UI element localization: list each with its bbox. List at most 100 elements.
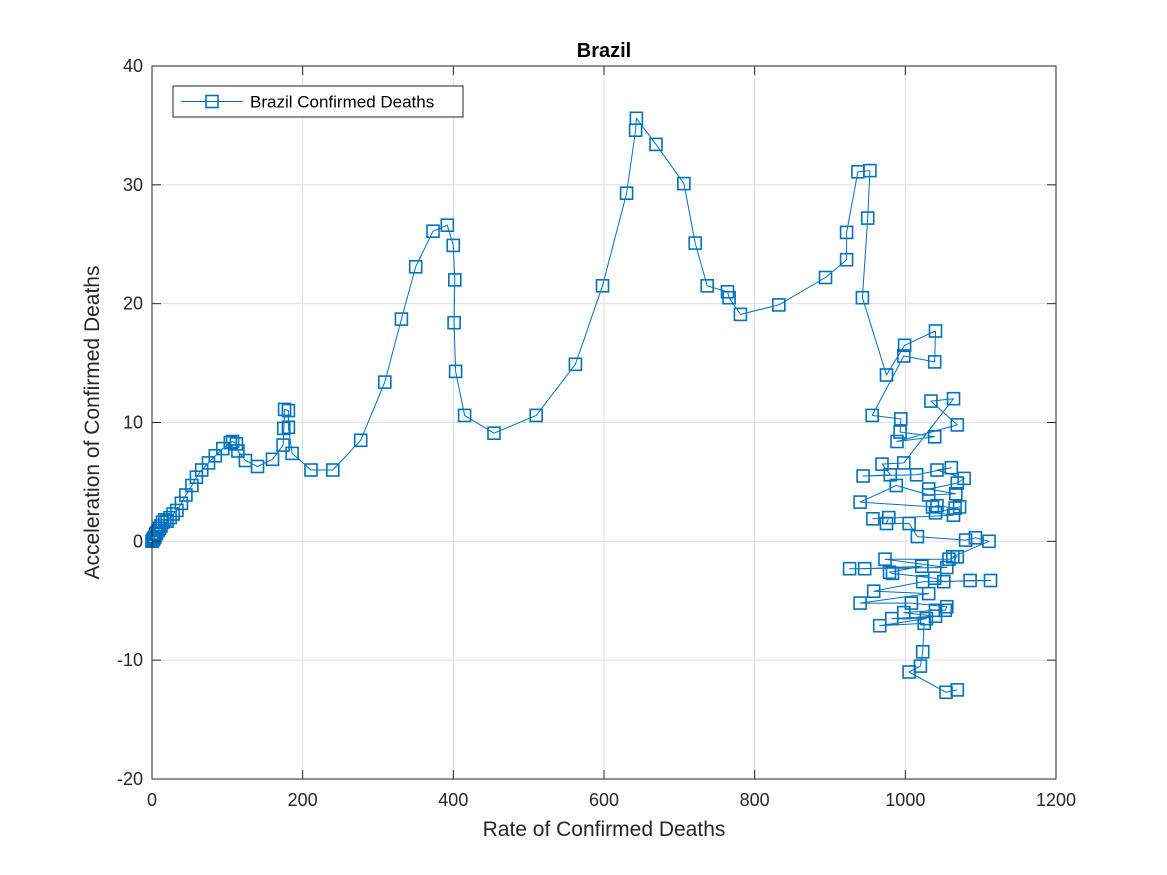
data-point (890, 434, 904, 449)
data-point (457, 408, 472, 423)
data-point (915, 644, 930, 659)
data-point (229, 437, 244, 451)
data-point (879, 368, 894, 382)
x-tick-label: 1000 (885, 790, 925, 810)
data-point (447, 315, 461, 330)
x-tick-label: 800 (740, 790, 770, 810)
data-point (950, 683, 965, 697)
chart-title: Brazil (577, 40, 631, 62)
x-tick-label: 0 (147, 790, 157, 810)
data-point (448, 364, 463, 379)
data-point (265, 452, 280, 467)
y-tick-label: -20 (117, 769, 143, 789)
data-point (446, 238, 461, 253)
data-point (568, 357, 583, 372)
data-point (649, 137, 663, 152)
x-tick-label: 400 (438, 790, 468, 810)
legend-entry-label: Brazil Confirmed Deaths (250, 93, 434, 112)
data-point (948, 501, 962, 515)
data-point (155, 515, 170, 530)
data-point (910, 529, 925, 544)
data-point (939, 560, 954, 575)
data-point (733, 307, 748, 322)
data-point (677, 176, 691, 191)
data-point (688, 236, 703, 250)
data-point (928, 324, 943, 338)
data-point (304, 463, 318, 477)
data-point (982, 534, 996, 549)
data-point (924, 394, 938, 408)
data-point (917, 616, 932, 631)
data-point (879, 516, 894, 531)
data-point (963, 573, 977, 588)
data-point (930, 498, 944, 513)
data-point (394, 312, 409, 326)
data-point (276, 421, 291, 436)
data-point (902, 516, 916, 531)
data-point (948, 486, 963, 501)
data-point (440, 218, 455, 232)
data-point (487, 426, 501, 441)
data-point (771, 298, 786, 312)
y-axis-label: Acceleration of Confirmed Deaths (81, 266, 104, 580)
data-point (857, 561, 872, 576)
legend-marker-square (205, 94, 219, 109)
y-tick-label: -10 (117, 650, 143, 670)
data-point (250, 459, 265, 474)
data-point (915, 559, 929, 574)
data-point (930, 463, 944, 477)
data-point (201, 456, 216, 470)
data-point (919, 611, 934, 626)
data-point (855, 290, 870, 305)
data-point (447, 273, 462, 287)
data-point (325, 463, 340, 477)
data-point (928, 505, 943, 520)
data-point (629, 111, 644, 126)
data-point (885, 566, 900, 581)
data-point (893, 412, 908, 426)
data-point (619, 186, 634, 200)
data-point (595, 278, 610, 293)
data-point (946, 391, 961, 406)
data-point (285, 446, 299, 461)
data-point (863, 163, 877, 178)
data-point (909, 467, 924, 482)
data-point (842, 561, 857, 576)
y-tick-label: 40 (123, 56, 143, 76)
data-point (174, 496, 189, 511)
data-point (353, 433, 368, 448)
data-point (884, 611, 899, 626)
data-point (860, 211, 875, 225)
data-point (408, 259, 423, 274)
data-point (928, 609, 943, 624)
data-point (853, 495, 867, 509)
data-point (968, 530, 983, 545)
y-tick-label: 20 (123, 294, 143, 314)
data-point (878, 552, 892, 567)
data-point (839, 225, 854, 240)
data-point (377, 375, 392, 389)
data-point (882, 565, 897, 580)
data-point (983, 573, 998, 588)
data-point (872, 618, 887, 633)
data-point (281, 420, 296, 435)
data-point (700, 278, 715, 293)
data-point (231, 444, 245, 458)
y-tick-label: 0 (133, 531, 143, 551)
data-point (904, 596, 919, 610)
series-layer (145, 111, 998, 700)
data-point (277, 402, 292, 417)
data-point (866, 511, 880, 526)
data-point (896, 349, 911, 363)
data-point (276, 438, 290, 452)
data-point (853, 596, 867, 610)
data-point (722, 290, 736, 305)
data-point (889, 478, 904, 493)
data-point (194, 463, 209, 477)
data-point (208, 448, 223, 463)
data-point (944, 460, 959, 475)
data-point (946, 508, 961, 523)
data-point (942, 552, 956, 567)
